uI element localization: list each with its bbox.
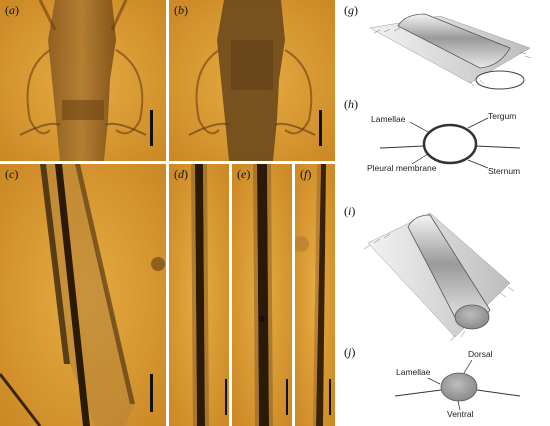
- panel-a-image: [0, 0, 166, 161]
- diagram-j-cross-section: [394, 359, 521, 411]
- panel-b-photo: (b): [169, 0, 335, 161]
- panel-b-label: (b): [174, 3, 188, 17]
- annotation-j-dorsal: Dorsal: [468, 349, 493, 359]
- panel-a-label: (a): [5, 3, 19, 17]
- annotation-j-lamellae: Lamellae: [396, 367, 431, 377]
- panel-a-photo: (a): [0, 0, 166, 161]
- diagram-g-label: (g): [344, 3, 358, 17]
- annotation-h-tergum: Tergum: [488, 111, 517, 121]
- panel-b-image: [169, 0, 335, 161]
- panel-f-image: [295, 164, 335, 426]
- annotation-h-sternum: Sternum: [488, 166, 521, 176]
- diagram-g-tube-lamellae: [369, 13, 532, 90]
- annotation-h-pleural-membrane: Pleural membrane: [367, 163, 437, 173]
- diagram-j-label: (j): [344, 345, 356, 359]
- diagram-i-solid-rod-lamellae: [363, 212, 515, 342]
- panel-d-photo: (d): [169, 164, 229, 426]
- annotation-j-ventral: Ventral: [447, 409, 474, 419]
- panel-f-label: (f): [300, 167, 312, 181]
- panel-c-image: [0, 164, 166, 426]
- annotation-h-lamellae: Lamellae: [371, 114, 406, 124]
- panel-e-label: (e): [237, 167, 251, 181]
- panel-d-image: [169, 164, 229, 426]
- diagram-i-label: (i): [344, 204, 356, 218]
- panel-c-photo: (c): [0, 164, 166, 426]
- panel-d-label: (d): [174, 167, 188, 181]
- panel-f-photo: (f): [295, 164, 335, 426]
- panel-c-label: (c): [5, 167, 19, 181]
- panel-e-image: [232, 164, 292, 426]
- diagram-h-label: (h): [344, 97, 358, 111]
- diagram-h-cross-section: [379, 117, 521, 169]
- panel-e-photo: (e): [232, 164, 292, 426]
